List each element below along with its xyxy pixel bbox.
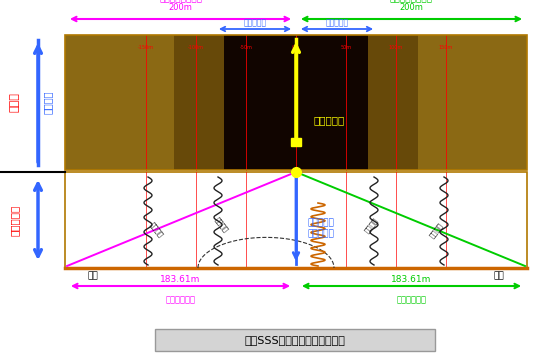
Text: -50m: -50m: [240, 45, 252, 50]
Bar: [65, 35, 527, 170]
Text: 50m: 50m: [340, 45, 352, 50]
Text: 曳航体高度
（海中部）: 曳航体高度 （海中部）: [308, 218, 335, 238]
Text: 右舱側斜距離画像: 右舱側斜距離画像: [390, 0, 433, 3]
Text: -150m: -150m: [138, 45, 154, 50]
Bar: [65, 35, 527, 170]
Text: 150m: 150m: [439, 45, 453, 50]
Text: 左舱側実距離: 左舱側実距離: [165, 295, 195, 304]
Text: 図：SSSによる気泡検出の概要: 図：SSSによる気泡検出の概要: [245, 335, 346, 345]
Bar: [291, 138, 301, 146]
Text: 起泡検察: 起泡検察: [213, 216, 229, 234]
Text: 0m: 0m: [292, 45, 300, 50]
Text: 起泡検察: 起泡検察: [148, 221, 164, 239]
Text: 200m: 200m: [168, 3, 192, 12]
Bar: [224, 35, 368, 170]
Text: 海底: 海底: [494, 271, 504, 280]
Text: 右舱側実距離: 右舱側実距離: [396, 295, 427, 304]
Text: 曳航体高度: 曳航体高度: [244, 18, 267, 27]
Text: 200m: 200m: [400, 3, 423, 12]
Bar: [65, 172, 527, 268]
Text: -100m: -100m: [188, 45, 204, 50]
Text: 曳航体高度: 曳航体高度: [326, 18, 348, 27]
Text: 鉴直断面図: 鉴直断面図: [10, 205, 20, 236]
Text: 起泡検察: 起泡検察: [363, 216, 379, 234]
Text: 183.61m: 183.61m: [160, 275, 201, 284]
Text: 起泡検察: 起泡検察: [428, 221, 444, 239]
Text: 平面図: 平面図: [10, 93, 20, 113]
Bar: [174, 35, 224, 170]
Text: 進行方向: 進行方向: [43, 91, 53, 114]
Text: 100m: 100m: [389, 45, 403, 50]
Text: 曳航体位置: 曳航体位置: [314, 115, 345, 125]
Bar: [368, 35, 418, 170]
Text: 183.61m: 183.61m: [392, 275, 431, 284]
Text: 海底: 海底: [87, 271, 98, 280]
Bar: [155, 329, 435, 351]
Text: 左舱側斜距離画像: 左舱側斜距離画像: [159, 0, 202, 3]
